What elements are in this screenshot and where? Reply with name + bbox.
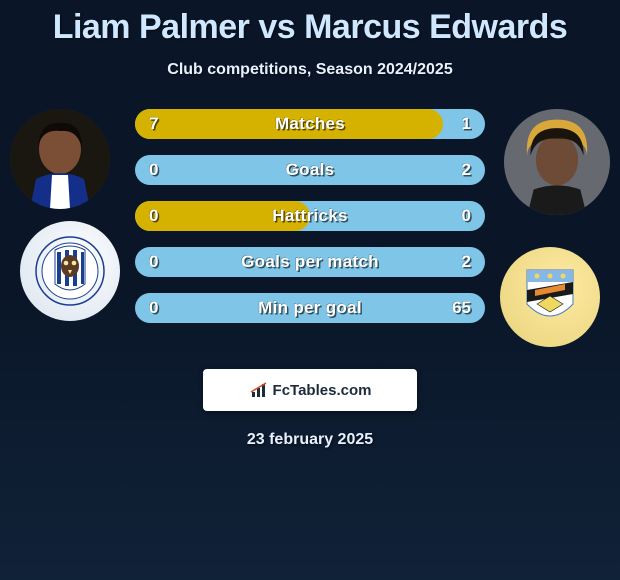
- stat-label: Matches: [275, 114, 345, 134]
- stats-list: 7 Matches 1 0 Goals 2 0 Hattricks 0 0 Goals per ma…: [135, 109, 485, 323]
- source-text: FcTables.com: [273, 382, 372, 399]
- stat-p1-value: 0: [149, 252, 158, 272]
- stat-p2-value: 0: [462, 206, 471, 226]
- player2-avatar: [504, 109, 610, 215]
- stat-label: Hattricks: [272, 206, 347, 226]
- stat-row: 0 Goals 2: [135, 155, 485, 185]
- date-label: 23 february 2025: [0, 431, 620, 449]
- stat-p1-value: 0: [149, 298, 158, 318]
- subtitle: Club competitions, Season 2024/2025: [0, 61, 620, 79]
- stat-p2-value: 1: [462, 114, 471, 134]
- stat-label: Goals: [286, 160, 335, 180]
- player1-avatar: [10, 109, 110, 209]
- source-attribution: FcTables.com: [203, 369, 417, 411]
- stat-row: 0 Hattricks 0: [135, 201, 485, 231]
- chart-icon: [249, 380, 269, 400]
- stat-row: 0 Goals per match 2: [135, 247, 485, 277]
- stat-p1-value: 7: [149, 114, 158, 134]
- stat-label: Min per goal: [258, 298, 362, 318]
- stat-p2-value: 2: [462, 160, 471, 180]
- stat-p2-value: 65: [452, 298, 471, 318]
- stat-row: 0 Min per goal 65: [135, 293, 485, 323]
- stat-p2-value: 2: [462, 252, 471, 272]
- page-title: Liam Palmer vs Marcus Edwards: [0, 8, 620, 47]
- comparison-panel: 7 Matches 1 0 Goals 2 0 Hattricks 0 0 Goals per ma…: [0, 109, 620, 369]
- stat-row: 7 Matches 1: [135, 109, 485, 139]
- player2-club-crest: [500, 247, 600, 347]
- stat-p1-value: 0: [149, 160, 158, 180]
- stat-p1-value: 0: [149, 206, 158, 226]
- stat-label: Goals per match: [241, 252, 379, 272]
- player1-club-crest: [20, 221, 120, 321]
